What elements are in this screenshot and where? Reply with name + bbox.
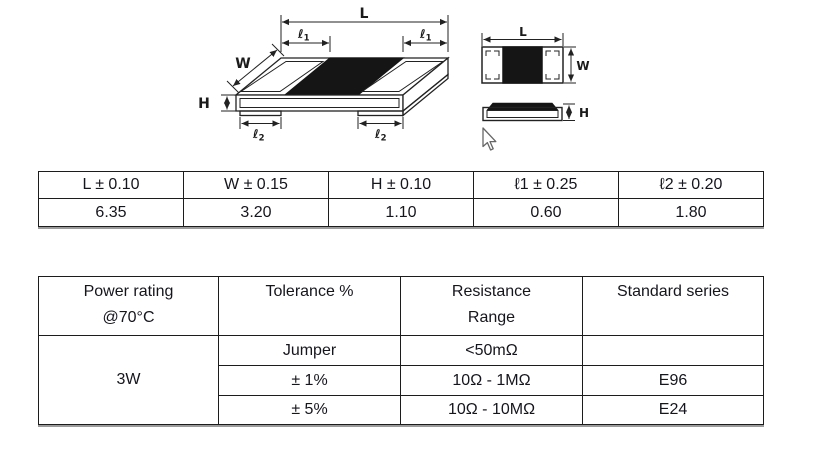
label-l2-left: ℓ2 xyxy=(252,127,265,144)
tolerance-cell: ± 1% xyxy=(218,365,401,396)
spec-header-series: Standard series xyxy=(582,276,764,336)
dimensions-table: L ± 0.10 W ± 0.15 H ± 0.10 ℓ1 ± 0.25 ℓ2 … xyxy=(38,171,764,227)
dim-value-L: 6.35 xyxy=(38,198,184,227)
dimension-labels: L W H ℓ1 ℓ1 ℓ2 ℓ2 xyxy=(198,6,432,144)
dimensions-header-row: L ± 0.10 W ± 0.15 H ± 0.10 ℓ1 ± 0.25 ℓ2 … xyxy=(38,171,764,199)
side-view-element xyxy=(486,102,559,111)
dim-value-W: 3.20 xyxy=(183,198,329,227)
isometric-view: L W H ℓ1 ℓ1 ℓ2 ℓ2 xyxy=(198,6,450,144)
dimensions-value-row: 6.35 3.20 1.10 0.60 1.80 xyxy=(38,198,764,227)
label-l2-right: ℓ2 xyxy=(374,127,387,144)
label-l1-left: ℓ1 xyxy=(297,27,310,44)
resistance-cell: 10Ω - 1MΩ xyxy=(400,365,583,396)
resistance-cell: 10Ω - 10MΩ xyxy=(400,395,583,425)
dim-header-H: H ± 0.10 xyxy=(328,171,474,199)
technical-drawing: L W H ℓ1 ℓ1 ℓ2 ℓ2 L W xyxy=(198,6,590,151)
dim-value-l1: 0.60 xyxy=(473,198,619,227)
label-W-top: W xyxy=(576,59,589,73)
mouse-cursor-icon xyxy=(482,127,497,151)
front-face xyxy=(235,94,404,112)
label-H-side: H xyxy=(579,106,589,120)
dim-value-H: 1.10 xyxy=(328,198,474,227)
front-face-inner xyxy=(239,98,400,108)
dim-header-L: L ± 0.10 xyxy=(38,171,184,199)
top-view: L W xyxy=(481,25,590,84)
ext-tick xyxy=(271,43,285,57)
series-cell: E24 xyxy=(582,395,764,425)
spec-header-power: Power rating @70°C xyxy=(38,276,219,336)
spec-row: 3W Jumper <50mΩ xyxy=(38,335,764,425)
specifications-table: Power rating @70°C Tolerance % Resistanc… xyxy=(38,276,764,425)
label-W: W xyxy=(235,56,250,72)
side-view-dims xyxy=(563,103,575,121)
dim-value-l2: 1.80 xyxy=(618,198,764,227)
chip-body xyxy=(234,56,450,117)
ext-tick xyxy=(226,80,240,94)
series-cell: E96 xyxy=(582,365,764,396)
dim-header-W: W ± 0.15 xyxy=(183,171,329,199)
side-view-outline xyxy=(482,106,563,122)
right-bottom-terminal xyxy=(357,110,404,117)
spec-header-row: Power rating @70°C Tolerance % Resistanc… xyxy=(38,276,764,336)
spec-row: ± 1% 10Ω - 1MΩ E96 xyxy=(39,365,764,396)
label-l1-right: ℓ1 xyxy=(419,27,432,44)
label-L: L xyxy=(360,6,369,22)
dim-header-l2: ℓ2 ± 0.20 xyxy=(618,171,764,199)
side-view: H xyxy=(482,102,589,122)
series-cell xyxy=(582,335,764,366)
tolerance-cell: Jumper xyxy=(218,335,401,366)
spec-row: ± 5% 10Ω - 10MΩ E24 xyxy=(39,395,764,425)
dimension-lines xyxy=(221,15,449,129)
spec-header-resistance: Resistance Range xyxy=(400,276,583,336)
resistance-cell: <50mΩ xyxy=(400,335,583,366)
side-view-inner xyxy=(486,110,559,118)
right-bottom-terminal-side xyxy=(402,73,449,117)
label-L-top: L xyxy=(519,25,527,39)
terminal-corner-marks xyxy=(485,50,560,80)
power-rating-cell: 3W xyxy=(38,335,219,425)
dim-header-l1: ℓ1 ± 0.25 xyxy=(473,171,619,199)
left-bottom-terminal xyxy=(239,110,282,117)
label-H: H xyxy=(198,96,210,112)
top-view-dims xyxy=(481,33,576,84)
spec-header-tolerance: Tolerance % xyxy=(218,276,401,336)
top-view-element xyxy=(502,46,543,84)
dim-arrow-W xyxy=(232,49,278,87)
tolerance-cell: ± 5% xyxy=(218,395,401,425)
